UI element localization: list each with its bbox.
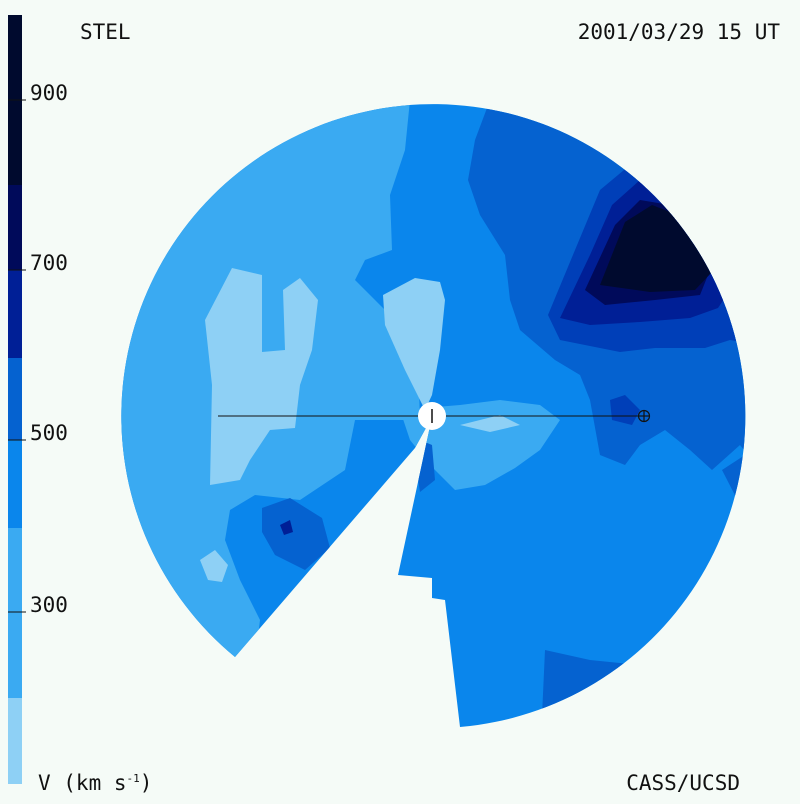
colorbar-label-700: 700 (30, 251, 68, 275)
colorbar-segment (8, 528, 22, 698)
colorbar-label-300: 300 (30, 593, 68, 617)
region-slowest-east (460, 415, 520, 432)
credit-label: CASS/UCSD (626, 771, 740, 795)
colorbar-segment (8, 698, 22, 784)
colorbar-label-500: 500 (30, 421, 68, 445)
earth-marker (637, 409, 651, 423)
colorbar-segment (8, 185, 22, 270)
region-slowest-center (383, 278, 445, 410)
units-prefix: V (km s (38, 771, 127, 795)
colorbar-segment (8, 440, 22, 528)
colorbar-segment (8, 358, 22, 440)
region-slowest-west (205, 268, 318, 485)
observatory-label: STEL (80, 20, 131, 44)
units-suffix: ) (139, 771, 153, 795)
region-slowest-south (200, 550, 228, 582)
timestamp-label: 2001/03/29 15 UT (577, 20, 780, 44)
region-faster-dot (280, 520, 293, 535)
color-bar (8, 15, 26, 784)
units-exponent: -1 (126, 772, 140, 785)
region-medium-southwest (262, 498, 330, 570)
units-label: V (km s-1) (38, 771, 152, 795)
region-medium-south (540, 650, 700, 727)
colorbar-label-900: 900 (30, 81, 68, 105)
colorbar-segment (8, 270, 22, 358)
region-fast-small (610, 395, 640, 425)
